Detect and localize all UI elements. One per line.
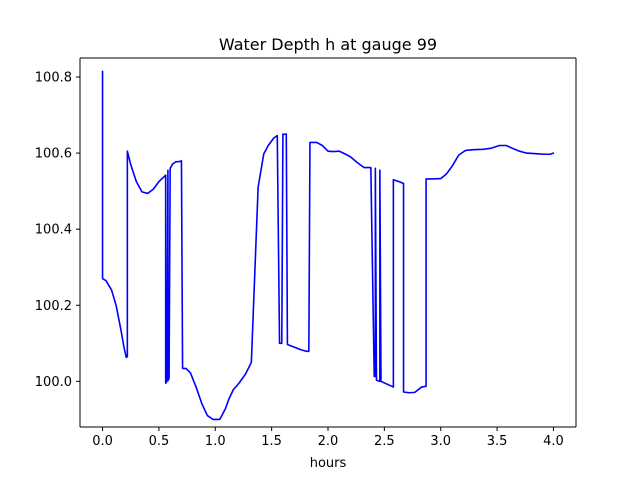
y-tick-label: 100.8 xyxy=(35,71,72,86)
y-tick-label: 100.0 xyxy=(35,375,72,390)
x-tick-label: 0.5 xyxy=(149,434,170,449)
y-tick-label: 100.4 xyxy=(35,223,72,238)
plot-area xyxy=(80,58,576,427)
x-tick-label: 0.0 xyxy=(92,434,113,449)
x-tick-label: 1.5 xyxy=(261,434,282,449)
x-tick-label: 3.5 xyxy=(487,434,508,449)
chart-title: Water Depth h at gauge 99 xyxy=(219,35,437,54)
y-tick-label: 100.6 xyxy=(35,147,72,162)
x-tick-label: 1.0 xyxy=(205,434,226,449)
series-line-0 xyxy=(101,70,555,421)
y-axis: 100.0 100.2 100.4 100.6 100.8 xyxy=(35,71,80,390)
series-layer xyxy=(101,70,555,421)
x-tick-label: 2.5 xyxy=(374,434,395,449)
x-axis-label: hours xyxy=(310,456,347,471)
y-tick-label: 100.2 xyxy=(35,299,72,314)
x-axis: 0.0 0.5 1.0 1.5 2.0 2.5 3.0 3.5 4.0 xyxy=(92,427,564,449)
x-tick-label: 4.0 xyxy=(543,434,564,449)
x-tick-label: 3.0 xyxy=(430,434,451,449)
plot-background xyxy=(80,58,576,427)
x-tick-label: 2.0 xyxy=(318,434,339,449)
